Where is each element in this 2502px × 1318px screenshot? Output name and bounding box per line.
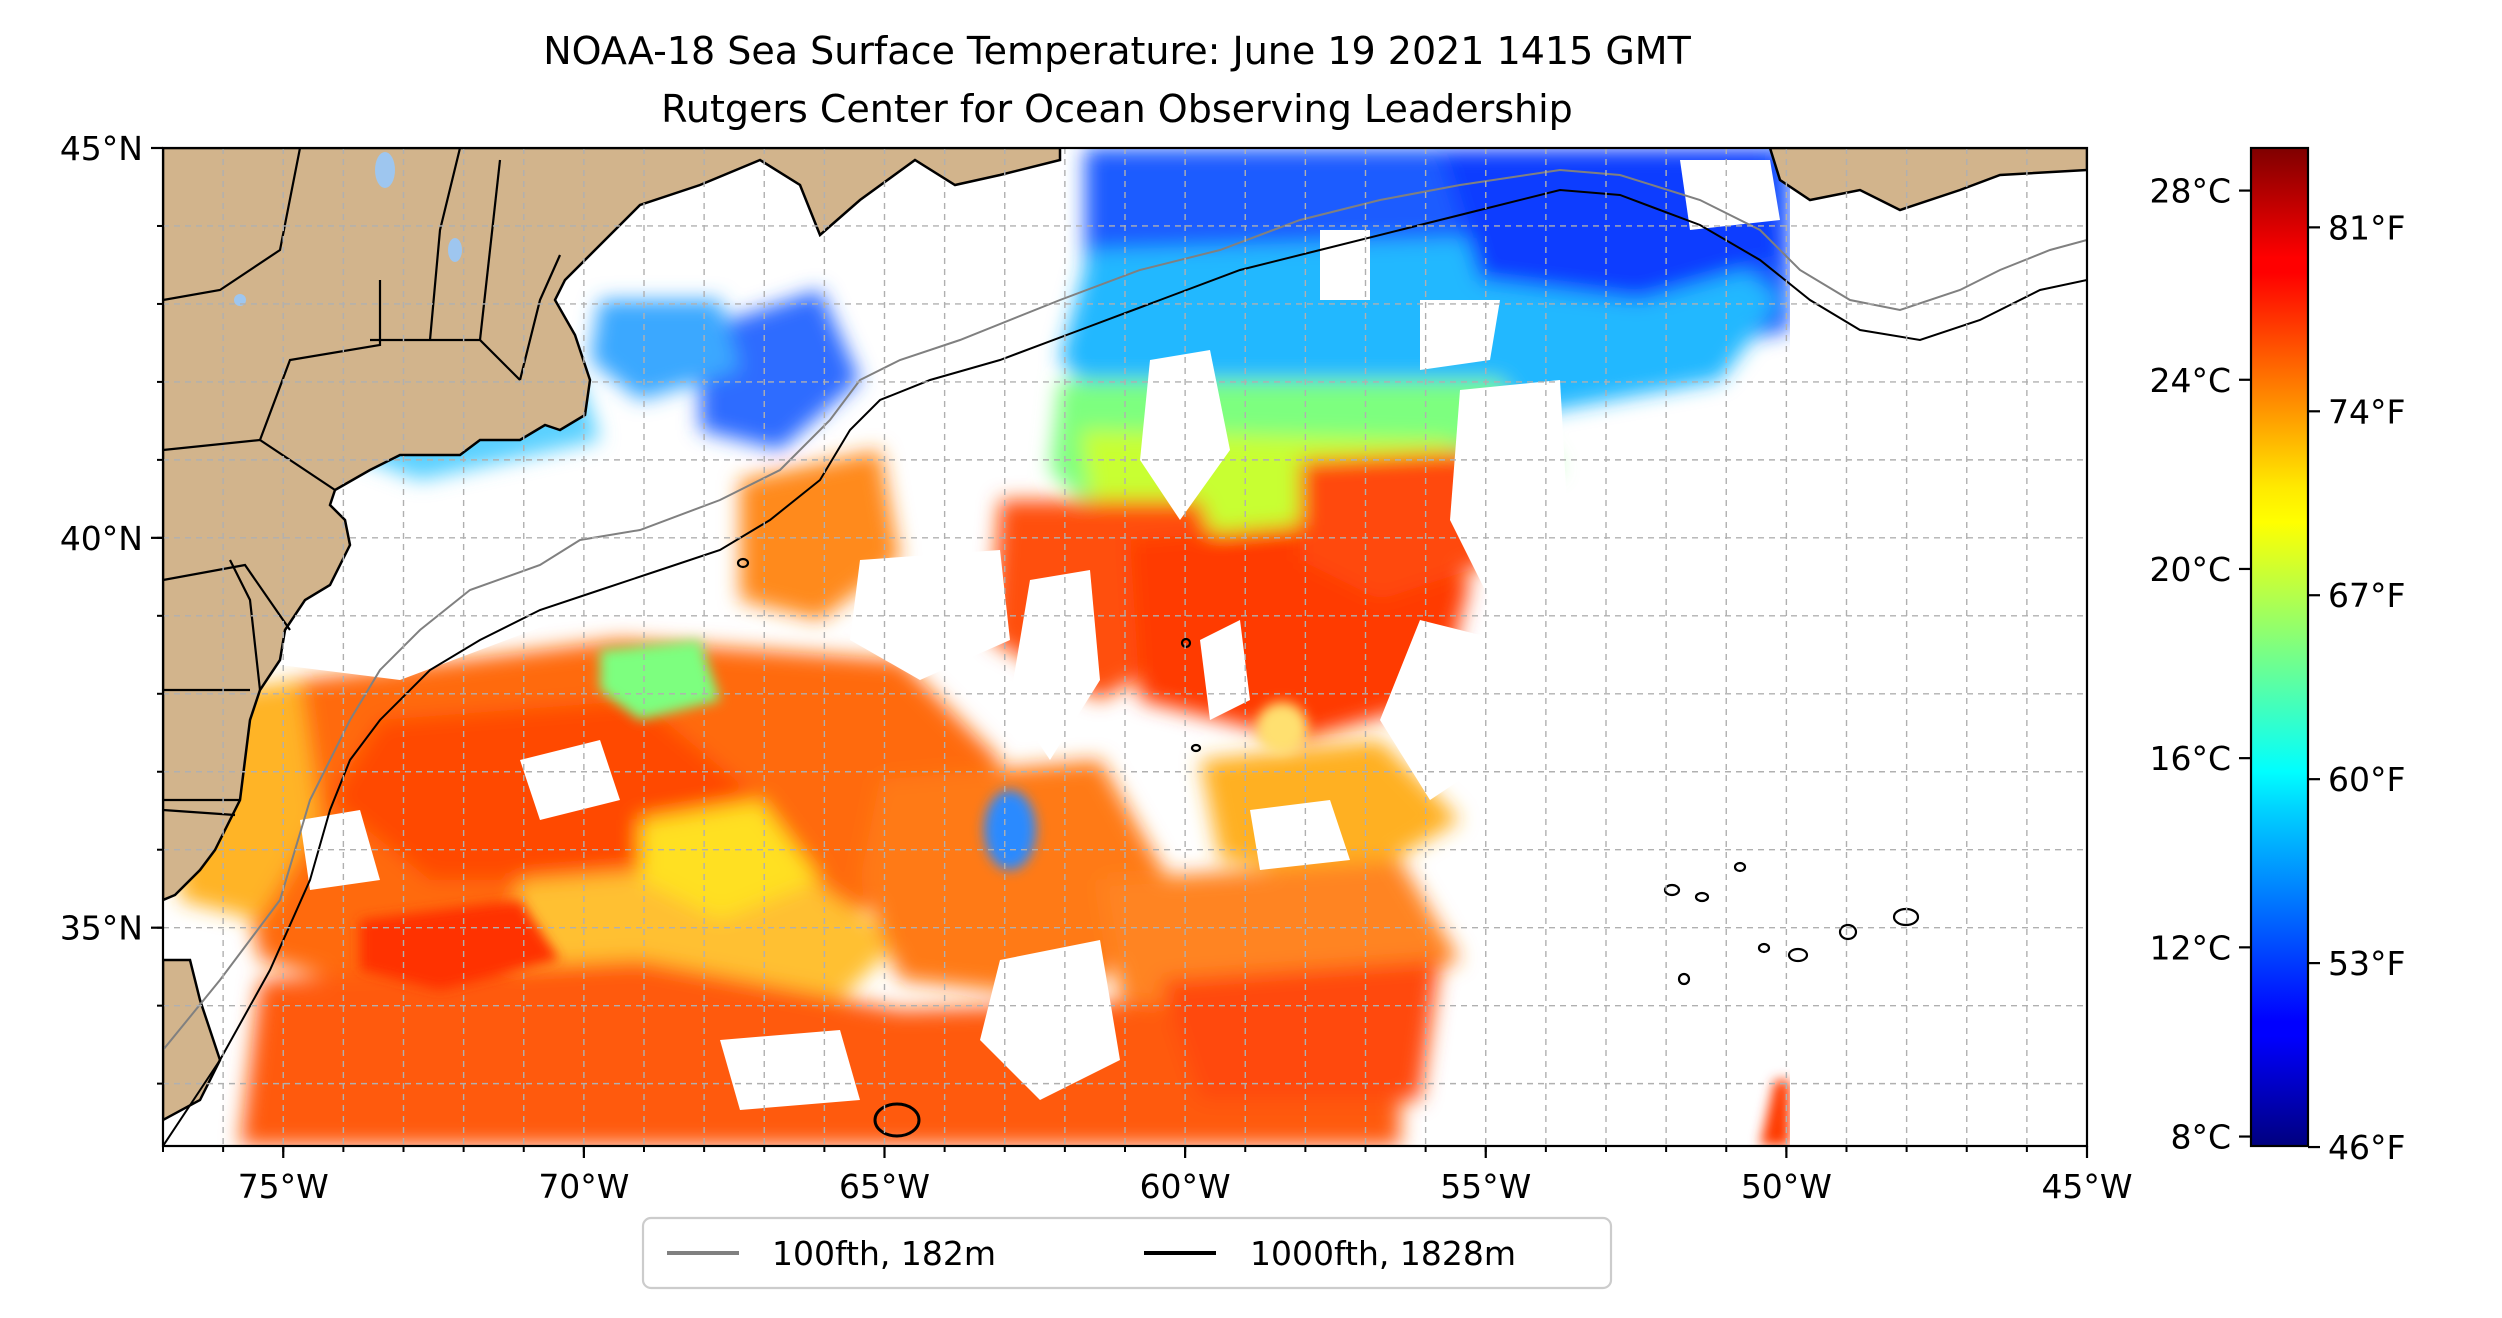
sst-field	[170, 148, 2087, 1146]
map-title: NOAA-18 Sea Surface Temperature: June 19…	[543, 29, 1691, 73]
colorbar-fahrenheit-label: 60°F	[2328, 760, 2405, 799]
colorbar-fahrenheit-label: 74°F	[2328, 392, 2405, 431]
colorbar-fahrenheit-label: 81°F	[2328, 208, 2405, 247]
map-area	[163, 148, 2087, 1146]
colorbar-celsius-label: 28°C	[2149, 172, 2231, 211]
colorbar-fahrenheit-label: 53°F	[2328, 944, 2405, 983]
map-subtitle: Rutgers Center for Ocean Observing Leade…	[661, 87, 1573, 131]
lon-tick-label: 70°W	[538, 1167, 629, 1206]
legend-label-100fth: 100fth, 182m	[772, 1234, 996, 1273]
colorbar-ramp	[2249, 146, 2310, 1148]
lon-tick-label: 55°W	[1440, 1167, 1531, 1206]
lon-tick-label: 65°W	[839, 1167, 930, 1206]
gridlines	[163, 148, 2087, 1146]
colorbar-celsius-label: 16°C	[2149, 739, 2231, 778]
colorbar-fahrenheit-label: 67°F	[2328, 576, 2405, 615]
colorbar-celsius-label: 12°C	[2149, 928, 2231, 967]
lat-tick-label: 35°N	[60, 909, 143, 948]
legend-box	[641, 1216, 1613, 1290]
lon-tick-label: 60°W	[1140, 1167, 1231, 1206]
latitude-axis: 35°N 40°N 45°N	[60, 129, 163, 1085]
longitude-axis: 75°W 70°W 65°W 60°W 55°W 50°W 45°W	[162, 1146, 2133, 1206]
colorbar-celsius-label: 24°C	[2149, 361, 2231, 400]
lon-tick-label: 75°W	[238, 1167, 329, 1206]
colorbar: 8°C 12°C 16°C 20°C 24°C 28°C 46°F 53°F 60°F 67°F…	[2149, 146, 2405, 1167]
colorbar-fahrenheit-label: 46°F	[2328, 1128, 2405, 1167]
islands	[736, 557, 1920, 1138]
lon-tick-label: 50°W	[1741, 1167, 1832, 1206]
legend-label-1000fth: 1000fth, 1828m	[1250, 1234, 1516, 1273]
colorbar-celsius-label: 20°C	[2149, 550, 2231, 589]
colorbar-fahrenheit-ticks: 46°F 53°F 60°F 67°F 74°F 81°F	[2308, 208, 2405, 1167]
lat-tick-label: 45°N	[60, 129, 143, 168]
colorbar-celsius-label: 8°C	[2170, 1118, 2231, 1157]
legend: 100fth, 182m 1000fth, 1828m	[641, 1216, 1613, 1290]
colorbar-celsius-ticks: 8°C 12°C 16°C 20°C 24°C 28°C	[2149, 172, 2251, 1157]
lon-tick-label: 45°W	[2041, 1167, 2132, 1206]
isobaths	[163, 168, 2087, 1146]
lat-tick-label: 40°N	[60, 519, 143, 558]
